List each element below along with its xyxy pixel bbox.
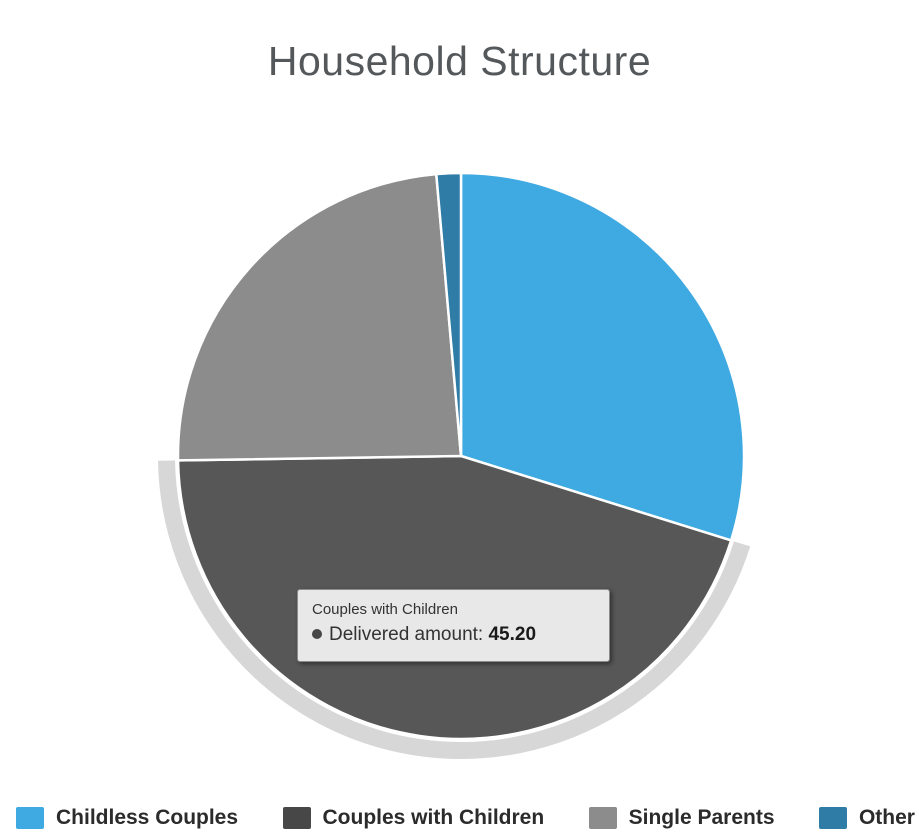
tooltip: Couples with Children Delivered amount: … (297, 589, 610, 662)
pie-slice-single-parents[interactable] (176, 172, 463, 462)
legend-swatch-icon (16, 807, 44, 829)
legend-item-single-parents[interactable]: Single Parents (588, 806, 775, 830)
legend-swatch-icon (818, 807, 847, 829)
legend-item-other[interactable]: Other (818, 806, 915, 830)
legend: Childless Couples Couples with Children Si… (0, 806, 919, 830)
pie-slice-childless-couples[interactable] (459, 171, 746, 542)
pie-chart (158, 171, 751, 759)
legend-item-childless-couples[interactable]: Childless Couples (16, 806, 238, 830)
tooltip-point-marker-icon (312, 629, 322, 640)
legend-label: Other (858, 806, 915, 829)
tooltip-row: Delivered amount: 45.20 (312, 622, 595, 649)
tooltip-label: Delivered amount: (329, 624, 484, 646)
legend-label: Single Parents (628, 806, 775, 829)
selected-slice-halo (158, 460, 751, 759)
tooltip-series-header: Couples with Children (312, 601, 458, 618)
tooltip-value: 45.20 (488, 624, 537, 646)
legend-item-couples-with-children[interactable]: Couples with Children (282, 806, 545, 830)
chart-title: Household Structure (267, 38, 652, 84)
legend-swatch-icon (588, 807, 617, 829)
legend-label: Couples with Children (322, 806, 545, 829)
legend-swatch-icon (282, 807, 311, 829)
pie-slice-other[interactable] (435, 171, 463, 458)
legend-label: Childless Couples (56, 806, 239, 829)
